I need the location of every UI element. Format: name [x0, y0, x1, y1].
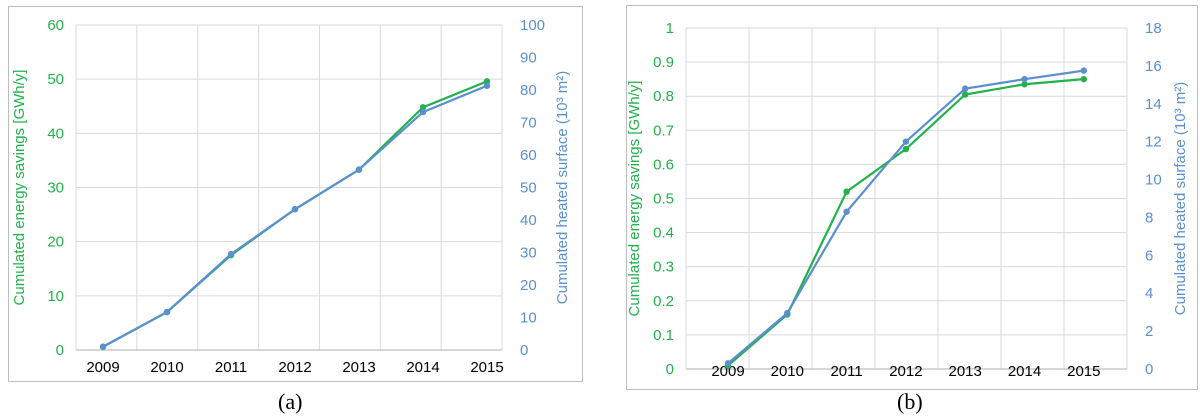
chart-b-series-energy-savings-point: [843, 188, 850, 195]
chart-a-right-tick-label: 90: [520, 50, 537, 67]
chart-b-series-energy-savings-point: [1021, 81, 1028, 88]
chart-a-series-heated-surface-point: [163, 308, 171, 316]
chart-b-right-tick-label: 12: [1145, 134, 1162, 151]
chart-b-right-tick-label: 16: [1145, 58, 1162, 75]
chart-b-series-heated-surface-point: [843, 208, 850, 215]
chart-b-left-tick-label: 0: [666, 361, 674, 378]
chart-b-right-tick-label: 0: [1145, 361, 1153, 378]
chart-a-series-heated-surface-point: [99, 343, 107, 350]
chart-a-left-tick-label: 0: [56, 342, 64, 359]
chart-panel-b: 0 0.1 0.2 0.3 0.4 0.5 0.6 0.7 0.8 0.9 1 0 2 4 6 8 10 12 14…: [626, 5, 1198, 390]
chart-a-left-tick-label: 60: [47, 17, 64, 34]
chart-a-left-tick-label: 30: [47, 180, 64, 197]
chart-b-left-tick-label: 0.6: [653, 156, 674, 173]
chart-b-series-heated-surface-point: [1080, 67, 1087, 74]
chart-b-x-tick-label: 2012: [889, 363, 922, 380]
chart-b-x-tick-label: 2015: [1067, 363, 1100, 380]
chart-b-left-tick-label: 0.7: [653, 122, 674, 139]
chart-a-right-tick-label: 100: [520, 17, 545, 34]
chart-a-right-tick-label: 20: [520, 277, 537, 294]
chart-a-right-tick-label: 30: [520, 245, 537, 262]
chart-a-right-tick-label: 60: [520, 147, 537, 164]
chart-b-series-heated-surface-point: [784, 309, 791, 317]
chart-a-left-tick-label: 40: [47, 125, 64, 142]
chart-a-left-tick-label: 10: [47, 288, 64, 305]
chart-a-x-tick-label: 2015: [470, 359, 503, 376]
chart-a-right-tick-label: 0: [520, 342, 528, 359]
chart-b-series-heated-surface-point: [902, 138, 910, 145]
chart-a-left-tick-label: 20: [47, 234, 64, 251]
chart-b-left-axis-title: Cumulated energy savings [GWh/y]: [626, 81, 643, 317]
chart-a-x-tick-label: 2009: [86, 359, 119, 376]
chart-b-right-tick-label: 8: [1145, 209, 1153, 226]
chart-b-x-tick-label: 2009: [711, 363, 744, 380]
chart-a-x-tick-label: 2013: [342, 359, 375, 376]
chart-a-series-heated-surface-line: [102, 84, 488, 348]
chart-b-left-tick-label: 0.4: [653, 225, 674, 242]
chart-a-series-heated-surface-point: [483, 82, 491, 89]
chart-b-right-tick-label: 2: [1145, 323, 1153, 340]
caption-a: (a): [278, 389, 303, 414]
chart-b-series-heated-surface-point: [962, 85, 969, 92]
chart-b-left-tick-label: 0.9: [653, 54, 674, 71]
chart-b-left-tick-label: 0.5: [653, 191, 674, 208]
chart-a-left-tick-label: 50: [47, 71, 64, 88]
chart-a-x-tick-label: 2012: [278, 359, 311, 376]
chart-b-series-energy-savings-line: [727, 78, 1084, 367]
chart-b-series-energy-savings-point: [962, 91, 969, 98]
chart-b-svg: 00.10.20.30.40.50.60.70.80.9102468101214…: [626, 20, 1189, 380]
chart-b-right-tick-label: 14: [1145, 96, 1162, 113]
chart-a-svg: 0 10 20 30 40 50 60 0 10 20 30 40 50 60 70 80 90 100 2009 2…: [11, 17, 571, 376]
chart-b-series-energy-savings-point: [1080, 75, 1087, 83]
chart-a-series-heated-surface-point: [355, 166, 363, 173]
chart-a-left-axis-title: Cumulated energy savings [GWh/y]: [11, 70, 28, 306]
chart-b-right-tick-label: 4: [1145, 285, 1153, 302]
caption-b: (b): [897, 389, 923, 414]
chart-b-x-tick-label: 2014: [1008, 363, 1041, 380]
chart-a-right-tick-label: 40: [520, 212, 537, 229]
chart-a-series-heated-surface-point: [419, 108, 427, 116]
chart-b-left-tick-label: 0.2: [653, 293, 674, 310]
chart-b-x-tick-label: 2010: [771, 363, 804, 380]
chart-b-right-axis-title: Cumulated heated surface (10³ m²): [1172, 82, 1189, 315]
chart-a-series-heated-surface-point: [227, 250, 235, 258]
chart-a-series-energy-savings-line: [102, 80, 488, 348]
chart-b-left-tick-label: 0.8: [653, 88, 674, 105]
chart-a-series-energy-savings-point: [483, 78, 491, 85]
chart-b-series-heated-surface-line: [727, 69, 1084, 365]
chart-b-left-tick-label: 1: [666, 20, 674, 37]
chart-b-left-tick-label: 0.1: [653, 327, 674, 344]
chart-a-right-tick-label: 50: [520, 180, 537, 197]
chart-a-right-tick-label: 80: [520, 82, 537, 99]
chart-a-series-heated-surface-point: [291, 206, 299, 213]
chart-b-series-energy-savings-point: [902, 145, 910, 153]
chart-b-series-heated-surface-point: [1021, 75, 1028, 83]
chart-b-right-tick-label: 6: [1145, 247, 1153, 264]
chart-a-right-tick-label: 70: [520, 115, 537, 132]
chart-b-right-tick-label: 18: [1145, 20, 1162, 37]
chart-a-x-tick-label: 2011: [215, 359, 247, 376]
chart-a-series-energy-savings-point: [419, 104, 427, 111]
chart-a-right-tick-label: 10: [520, 310, 537, 327]
chart-b-series-heated-surface-point: [724, 360, 732, 367]
chart-a-x-tick-label: 2014: [406, 359, 439, 376]
chart-b-x-tick-label: 2013: [949, 363, 982, 380]
chart-a-right-axis-title: Cumulated heated surface (10³ m²): [554, 71, 571, 304]
chart-a-x-tick-label: 2010: [150, 359, 183, 376]
chart-panel-a: 0 10 20 30 40 50 60 0 10 20 30 40 50 60 70 80 90 100 2009 2…: [8, 6, 583, 382]
chart-b-right-tick-label: 10: [1145, 172, 1162, 189]
chart-b-left-tick-label: 0.3: [653, 259, 674, 276]
chart-b-x-tick-label: 2011: [830, 363, 862, 380]
